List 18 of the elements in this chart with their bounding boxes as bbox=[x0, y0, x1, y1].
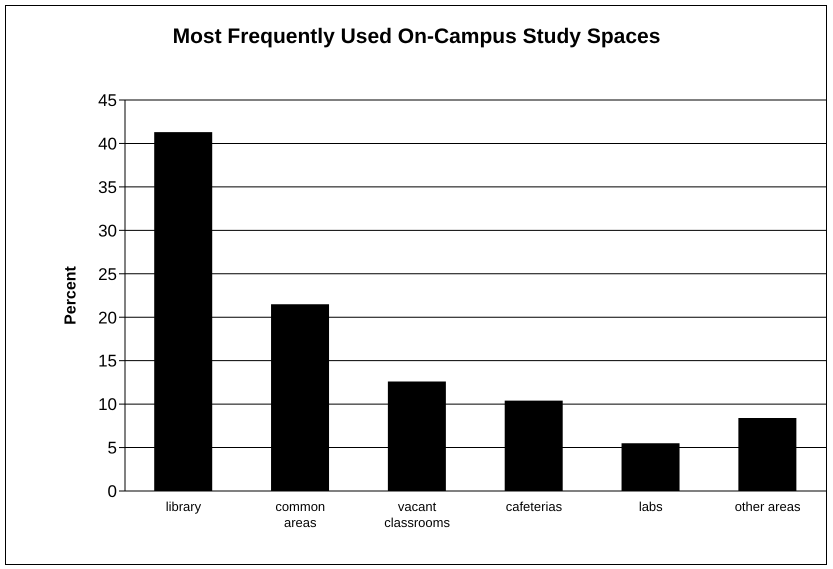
y-tick-label: 5 bbox=[108, 438, 117, 458]
y-tick-label: 40 bbox=[98, 134, 117, 154]
x-tick-label: library bbox=[166, 499, 202, 514]
y-tick-label: 35 bbox=[98, 178, 117, 197]
y-tick-label: 0 bbox=[108, 482, 117, 502]
y-axis-title: Percent bbox=[62, 265, 80, 325]
y-tick-label: 15 bbox=[98, 352, 117, 371]
y-tick-label: 45 bbox=[98, 91, 117, 110]
x-tick-label: other areas bbox=[734, 499, 801, 514]
x-tick-label: cafeterias bbox=[506, 499, 563, 514]
y-tick-label: 25 bbox=[98, 264, 117, 284]
x-tick-label: vacant classrooms bbox=[384, 499, 450, 530]
x-tick-label: labs bbox=[638, 499, 664, 514]
y-tick-label: 10 bbox=[98, 395, 117, 414]
chart-title: Most Frequently Used On-Campus Study Spaces bbox=[172, 25, 662, 49]
x-tick-label: common areas bbox=[275, 499, 326, 530]
y-tick-label: 20 bbox=[98, 308, 117, 328]
y-tick-label: 30 bbox=[98, 221, 117, 240]
